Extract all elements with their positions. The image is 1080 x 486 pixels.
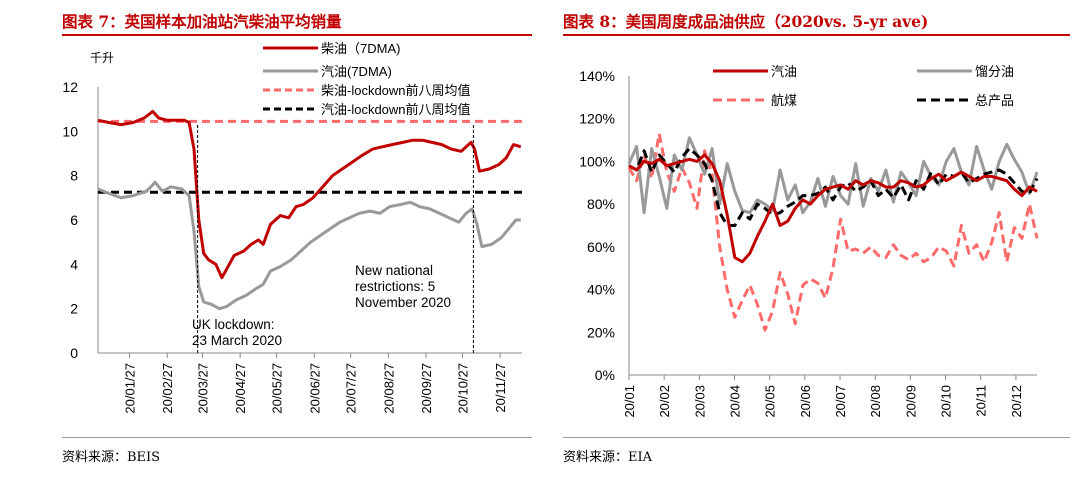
right-series-gasoline: [628, 153, 1038, 264]
right-x-tick-label-9: 20/10: [939, 385, 954, 418]
right-x-tick-label-4: 20/05: [763, 385, 778, 418]
right-x-tick-label-5: 20/06: [798, 385, 813, 418]
left-legend-label-2: 柴油-lockdown前八周均值: [321, 83, 471, 98]
left-y-tick-label-6: 12: [62, 79, 78, 95]
right-legend-label-2: 航煤: [771, 93, 797, 108]
left-y-tick-label-2: 4: [70, 256, 78, 272]
left-x-tick-label-2: 20/03/27: [195, 363, 210, 414]
right-y-tick-label-5: 100%: [579, 153, 615, 169]
right-chart-svg: 0% 20% 40% 60% 80% 100% 120% 140% 20/01 20/02 20/0…: [579, 64, 1039, 418]
left-figure-title: 图表 7：英国样本加油站汽柴油平均销量: [62, 12, 342, 31]
right-x-tick-label-3: 20/04: [728, 385, 743, 418]
left-x-tick-label-6: 20/07/27: [344, 363, 359, 414]
right-y-tick-label-0: 0%: [595, 367, 615, 383]
right-source: 资料来源：EIA: [563, 450, 653, 465]
right-figure-title: 图表 8：美国周度成品油供应（2020vs. 5-yr ave): [563, 12, 929, 31]
left-y-tick-label-4: 8: [70, 168, 78, 184]
right-series-distillate: [627, 136, 1039, 215]
right-x-tick-label-2: 20/03: [692, 385, 707, 418]
right-x-tick-label-7: 20/08: [868, 385, 883, 418]
left-event-label-1-0: New national: [355, 263, 433, 278]
right-series-total: [628, 147, 1039, 227]
left-source: 资料来源：BEIS: [62, 450, 161, 465]
left-y-unit-label: 千升: [90, 51, 114, 65]
right-x-tick-label-10: 20/11: [974, 385, 989, 417]
left-event-label-1-2: November 2020: [355, 295, 451, 310]
right-legend-label-0: 汽油: [771, 64, 797, 79]
left-x-tick-label-3: 20/04/27: [233, 363, 248, 414]
right-x-tick-label-6: 20/07: [833, 385, 848, 418]
left-source-rule: [62, 437, 532, 438]
left-x-tick-label-4: 20/05/27: [270, 363, 285, 414]
left-legend-label-0: 柴油（7DMA): [321, 41, 400, 56]
left-series-diesel: [97, 109, 522, 280]
left-y-tick-label-0: 0: [70, 345, 78, 361]
right-legend-label-1: 馏分油: [975, 64, 1014, 79]
right-legend-label-3: 总产品: [975, 93, 1014, 108]
left-y-tick-label-5: 10: [62, 123, 78, 139]
right-y-tick-label-2: 40%: [587, 282, 615, 298]
left-legend-label-3: 汽油-lockdown前八周均值: [321, 102, 471, 117]
right-chart-panel: 图表 8：美国周度成品油供应（2020vs. 5-yr ave) 0% 20% 40…: [555, 0, 1080, 486]
right-y-tick-label-3: 60%: [587, 239, 615, 255]
right-source-rule: [563, 437, 1070, 438]
left-x-tick-label-7: 20/08/27: [381, 363, 396, 414]
left-legend-label-1: 汽油(7DMA): [321, 64, 392, 79]
left-event-label-1-1: restrictions: 5: [355, 279, 435, 294]
left-series-petrol: [97, 180, 521, 311]
left-x-tick-label-10: 20/11/27: [493, 363, 508, 413]
left-x-tick-label-9: 20/10/27: [455, 363, 470, 414]
left-x-tick-label-5: 20/06/27: [307, 363, 322, 414]
right-y-tick-label-4: 80%: [587, 196, 615, 212]
right-y-tick-label-6: 120%: [579, 111, 615, 127]
right-x-tick-label-1: 20/02: [657, 385, 672, 418]
left-chart-panel: 图表 7：英国样本加油站汽柴油平均销量 千升 0 2 4 6 8 10 12 20/01/27 2…: [62, 12, 532, 465]
right-title-rule: [563, 34, 1070, 36]
right-x-tick-label-0: 20/01: [622, 385, 637, 418]
right-series-jet: [627, 132, 1039, 332]
left-y-tick-label-3: 6: [70, 212, 78, 228]
right-x-tick-label-8: 20/09: [903, 385, 918, 418]
left-x-tick-label-8: 20/09/27: [419, 363, 434, 414]
left-chart-svg: 千升 0 2 4 6 8 10 12 20/01/27 20/02/27 20/03/27 20/04…: [62, 41, 522, 414]
left-x-tick-label-0: 20/01/27: [123, 363, 138, 414]
right-y-tick-label-1: 20%: [587, 324, 615, 340]
left-title-rule: [62, 34, 532, 36]
left-y-tick-label-1: 2: [70, 301, 78, 317]
left-event-label-0-1: 23 March 2020: [192, 333, 282, 348]
right-x-tick-label-11: 20/12: [1009, 385, 1024, 418]
left-x-tick-label-1: 20/02/27: [160, 363, 175, 414]
right-y-tick-label-7: 140%: [579, 68, 615, 84]
left-event-label-0-0: UK lockdown:: [192, 317, 275, 332]
